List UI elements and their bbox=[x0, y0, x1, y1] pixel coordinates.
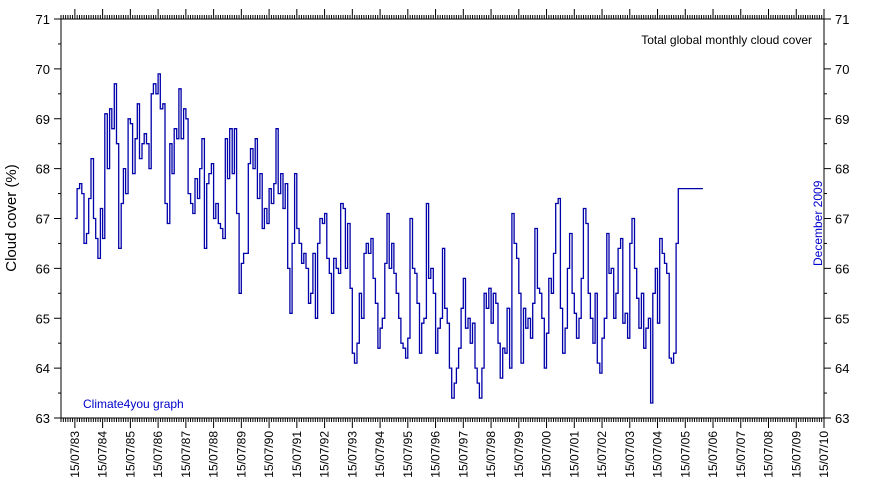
y-axis-right-labels: 63 64 65 66 67 68 69 70 71 bbox=[835, 12, 849, 426]
x-tick-label: 15/07/86 bbox=[151, 431, 165, 478]
y-tick-label-left: 63 bbox=[36, 411, 50, 426]
y-tick-label-right: 64 bbox=[835, 361, 849, 376]
y-tick-label-right: 65 bbox=[835, 311, 849, 326]
x-tick-label: 15/07/05 bbox=[678, 431, 692, 478]
x-tick-label: 15/07/06 bbox=[706, 431, 720, 478]
x-tick-label: 15/07/96 bbox=[429, 431, 443, 478]
x-tick-label: 15/07/99 bbox=[512, 431, 526, 478]
x-tick-label: 15/07/89 bbox=[234, 431, 248, 478]
x-tick-label: 15/07/94 bbox=[373, 431, 387, 478]
chart-title: Total global monthly cloud cover bbox=[641, 33, 812, 47]
x-tick-label: 15/07/90 bbox=[262, 431, 276, 478]
x-axis-labels: 15/07/83 15/07/84 15/07/85 15/07/86 15/07/87… bbox=[68, 431, 831, 478]
x-tick-label: 15/07/83 bbox=[68, 431, 82, 478]
x-tick-label: 15/07/85 bbox=[123, 431, 137, 478]
y-tick-label-left: 64 bbox=[36, 361, 50, 376]
x-tick-label: 15/07/92 bbox=[318, 431, 332, 478]
y-tick-label-left: 69 bbox=[36, 112, 50, 127]
x-tick-label: 15/07/03 bbox=[623, 431, 637, 478]
end-date-label: December 2009 bbox=[811, 180, 825, 266]
x-tick-label: 15/07/01 bbox=[567, 431, 581, 478]
y-tick-label-right: 68 bbox=[835, 162, 849, 177]
x-tick-label: 15/07/00 bbox=[540, 431, 554, 478]
y-tick-label-left: 67 bbox=[36, 212, 50, 227]
x-tick-label: 15/07/95 bbox=[401, 431, 415, 478]
x-tick-label: 15/07/04 bbox=[651, 431, 665, 478]
y-tick-label-right: 71 bbox=[835, 12, 849, 27]
x-tick-label: 15/07/98 bbox=[484, 431, 498, 478]
y-tick-label-left: 65 bbox=[36, 311, 50, 326]
y-tick-label-left: 70 bbox=[36, 62, 50, 77]
tick-marks bbox=[54, 9, 831, 428]
x-tick-label: 15/07/84 bbox=[96, 431, 110, 478]
x-tick-label: 15/07/91 bbox=[290, 431, 304, 478]
x-tick-label: 15/07/08 bbox=[762, 431, 776, 478]
x-tick-label: 15/07/02 bbox=[595, 431, 609, 478]
series-line-cloud-cover bbox=[74, 73, 703, 404]
y-axis-left-labels: 63 64 65 66 67 68 69 70 71 bbox=[36, 12, 50, 426]
y-tick-label-right: 69 bbox=[835, 112, 849, 127]
x-tick-label: 15/07/93 bbox=[345, 431, 359, 478]
y-tick-label-left: 71 bbox=[36, 12, 50, 27]
credit-label: Climate4you graph bbox=[83, 397, 184, 411]
y-tick-label-right: 67 bbox=[835, 212, 849, 227]
plot-area-frame bbox=[60, 18, 825, 419]
y-tick-label-left: 66 bbox=[36, 261, 50, 276]
y-tick-label-right: 70 bbox=[835, 62, 849, 77]
x-tick-label: 15/07/09 bbox=[789, 431, 803, 478]
x-tick-label: 15/07/07 bbox=[734, 431, 748, 478]
y-tick-label-left: 68 bbox=[36, 162, 50, 177]
x-tick-label: 15/07/87 bbox=[179, 431, 193, 478]
y-axis-title: Cloud cover (%) bbox=[3, 164, 20, 272]
x-tick-label: 15/07/97 bbox=[456, 431, 470, 478]
y-tick-label-right: 63 bbox=[835, 411, 849, 426]
x-tick-label: 15/07/88 bbox=[207, 431, 221, 478]
x-tick-label: 15/07/10 bbox=[817, 431, 831, 478]
y-tick-label-right: 66 bbox=[835, 261, 849, 276]
